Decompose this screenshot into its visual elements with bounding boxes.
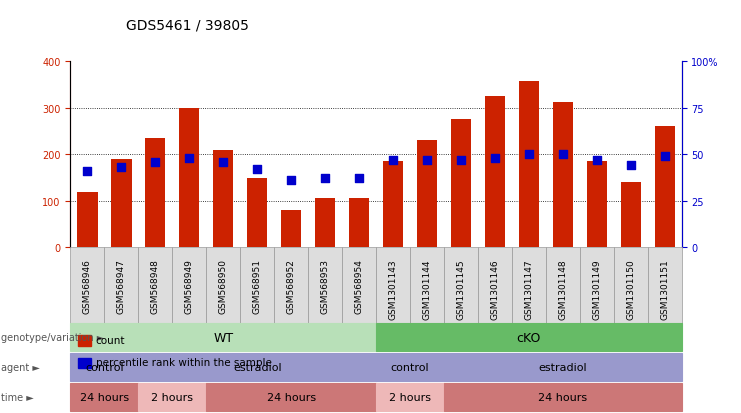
Point <box>353 176 365 182</box>
Point <box>150 159 162 166</box>
Bar <box>111 159 131 248</box>
Bar <box>620 183 641 248</box>
Text: cKO: cKO <box>516 331 541 344</box>
FancyBboxPatch shape <box>172 248 206 337</box>
Bar <box>349 199 369 248</box>
Text: estradiol: estradiol <box>233 362 282 372</box>
Point <box>557 152 569 158</box>
FancyBboxPatch shape <box>579 248 614 337</box>
Point <box>251 166 263 173</box>
Point <box>116 164 127 171</box>
Point <box>387 157 399 164</box>
Text: GSM568946: GSM568946 <box>83 259 92 313</box>
Point <box>319 176 331 182</box>
Bar <box>315 199 335 248</box>
Text: 2 hours: 2 hours <box>151 392 193 402</box>
FancyBboxPatch shape <box>342 248 376 337</box>
Text: 24 hours: 24 hours <box>267 392 316 402</box>
Bar <box>247 179 268 248</box>
Text: GSM568947: GSM568947 <box>117 259 126 313</box>
Text: GSM568948: GSM568948 <box>151 259 160 313</box>
Text: estradiol: estradiol <box>539 362 587 372</box>
Point <box>489 155 501 162</box>
FancyBboxPatch shape <box>308 248 342 337</box>
FancyBboxPatch shape <box>614 248 648 337</box>
Point <box>421 157 433 164</box>
Text: genotype/variation ►: genotype/variation ► <box>1 332 104 342</box>
FancyBboxPatch shape <box>444 248 478 337</box>
Point <box>455 157 467 164</box>
Text: GSM568951: GSM568951 <box>253 259 262 313</box>
Bar <box>485 97 505 248</box>
Text: 24 hours: 24 hours <box>80 392 129 402</box>
Text: GSM1301147: GSM1301147 <box>525 259 534 319</box>
Bar <box>77 192 98 248</box>
FancyBboxPatch shape <box>478 248 512 337</box>
Text: GSM568952: GSM568952 <box>287 259 296 313</box>
Bar <box>213 150 233 248</box>
FancyBboxPatch shape <box>206 248 240 337</box>
Text: GSM1301148: GSM1301148 <box>559 259 568 319</box>
Text: control: control <box>391 362 429 372</box>
Text: GSM568950: GSM568950 <box>219 259 227 313</box>
Text: 24 hours: 24 hours <box>538 392 588 402</box>
FancyBboxPatch shape <box>104 248 139 337</box>
Text: WT: WT <box>213 331 233 344</box>
Text: GSM568953: GSM568953 <box>321 259 330 313</box>
Point <box>82 168 93 175</box>
Text: percentile rank within the sample: percentile rank within the sample <box>96 358 271 368</box>
Point <box>625 163 637 169</box>
Point <box>183 155 195 162</box>
Point <box>217 159 229 166</box>
Text: GSM1301144: GSM1301144 <box>422 259 431 319</box>
Point <box>523 152 535 158</box>
FancyBboxPatch shape <box>376 248 410 337</box>
FancyBboxPatch shape <box>139 248 172 337</box>
Text: time ►: time ► <box>1 392 33 402</box>
Text: agent ►: agent ► <box>1 362 39 372</box>
Bar <box>179 108 199 248</box>
Text: 2 hours: 2 hours <box>389 392 431 402</box>
Point <box>591 157 602 164</box>
FancyBboxPatch shape <box>648 248 682 337</box>
Bar <box>553 102 573 248</box>
Point <box>659 153 671 160</box>
Bar <box>383 162 403 248</box>
Bar <box>587 162 607 248</box>
Text: GDS5461 / 39805: GDS5461 / 39805 <box>126 19 249 33</box>
Bar <box>145 139 165 248</box>
Text: GSM1301149: GSM1301149 <box>592 259 601 319</box>
FancyBboxPatch shape <box>240 248 274 337</box>
FancyBboxPatch shape <box>546 248 579 337</box>
FancyBboxPatch shape <box>410 248 444 337</box>
Point <box>285 178 297 184</box>
Text: GSM1301145: GSM1301145 <box>456 259 465 319</box>
Text: GSM1301143: GSM1301143 <box>388 259 397 319</box>
Text: GSM568949: GSM568949 <box>185 259 193 313</box>
Text: GSM1301150: GSM1301150 <box>626 259 635 319</box>
Bar <box>281 211 302 248</box>
Bar <box>451 120 471 248</box>
Text: GSM1301146: GSM1301146 <box>491 259 499 319</box>
Text: GSM1301151: GSM1301151 <box>660 259 669 319</box>
Text: count: count <box>96 335 125 345</box>
Text: GSM568954: GSM568954 <box>355 259 364 313</box>
FancyBboxPatch shape <box>274 248 308 337</box>
Bar <box>519 81 539 248</box>
Bar <box>416 141 437 248</box>
Bar <box>654 127 675 248</box>
FancyBboxPatch shape <box>70 248 104 337</box>
FancyBboxPatch shape <box>512 248 546 337</box>
Text: control: control <box>85 362 124 372</box>
